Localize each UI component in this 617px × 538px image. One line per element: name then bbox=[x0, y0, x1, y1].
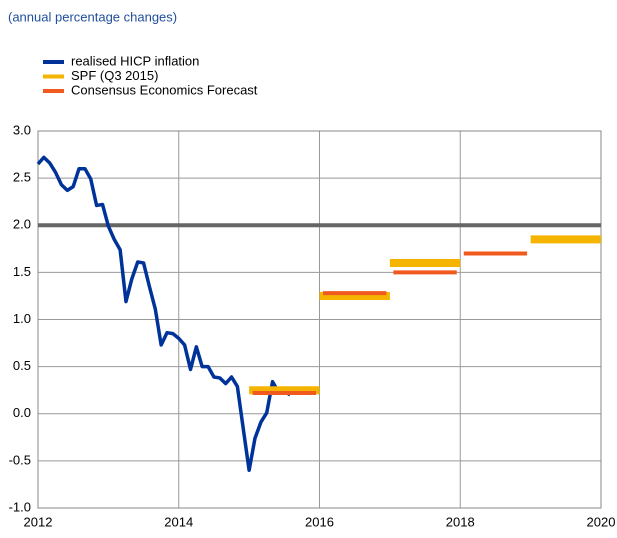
y-tick-label: 1.0 bbox=[13, 311, 31, 326]
legend-label: realised HICP inflation bbox=[71, 53, 199, 68]
x-tick-label: 2012 bbox=[24, 514, 53, 529]
chart-subtitle: (annual percentage changes) bbox=[8, 9, 177, 24]
y-tick-label: 1.5 bbox=[13, 264, 31, 279]
x-tick-label: 2018 bbox=[446, 514, 475, 529]
plot-frame bbox=[37, 130, 602, 509]
x-tick-label: 2020 bbox=[587, 514, 616, 529]
y-tick-label: -0.5 bbox=[9, 452, 31, 467]
x-tick-label: 2014 bbox=[164, 514, 193, 529]
y-tick-label: 0.5 bbox=[13, 358, 31, 373]
y-tick-label: 2.0 bbox=[13, 217, 31, 232]
hicp-line bbox=[36, 155, 292, 473]
y-tick-label: 0.0 bbox=[13, 405, 31, 420]
x-tick-label: 2016 bbox=[305, 514, 334, 529]
y-tick-label: -1.0 bbox=[9, 499, 31, 514]
y-tick-label: 2.5 bbox=[13, 170, 31, 185]
legend-label: Consensus Economics Forecast bbox=[71, 82, 258, 97]
y-tick-label: 3.0 bbox=[13, 122, 31, 137]
legend-label: SPF (Q3 2015) bbox=[71, 68, 158, 83]
